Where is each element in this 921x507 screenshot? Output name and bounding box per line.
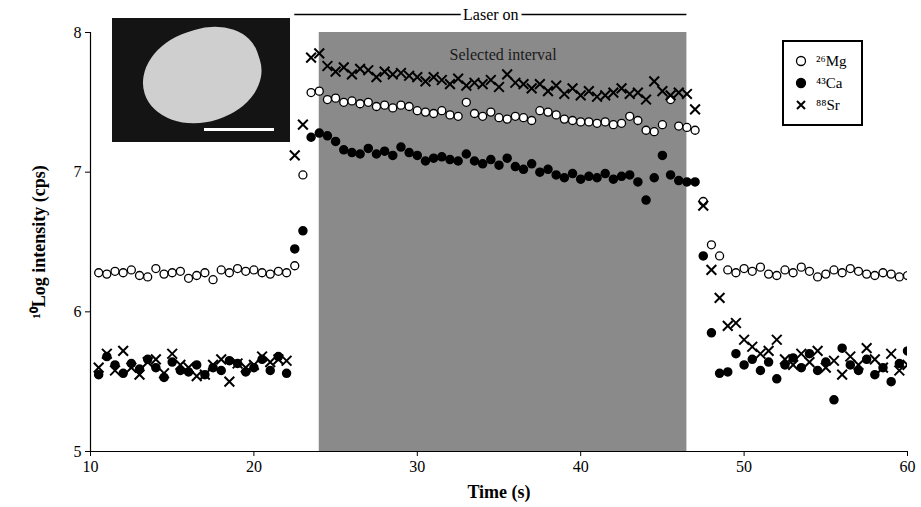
svg-text:60: 60 xyxy=(900,458,916,475)
svg-text:Laser on: Laser on xyxy=(463,6,519,23)
html-text:²⁶Mg: ²⁶Mg xyxy=(816,52,847,69)
svg-text:30: 30 xyxy=(409,458,425,475)
svg-text:10: 10 xyxy=(83,458,99,475)
html-text:⁸⁸Sr: ⁸⁸Sr xyxy=(816,96,840,113)
svg-text:6: 6 xyxy=(74,303,82,320)
svg-text:5: 5 xyxy=(74,443,82,460)
svg-text:40: 40 xyxy=(573,458,589,475)
svg-text:8: 8 xyxy=(74,24,82,41)
svg-text:¹⁰Log intensity (cps): ¹⁰Log intensity (cps) xyxy=(29,165,50,318)
svg-text:50: 50 xyxy=(736,458,752,475)
html-text:⁴³Ca: ⁴³Ca xyxy=(816,74,843,91)
svg-text:7: 7 xyxy=(74,163,82,180)
svg-text:Selected interval: Selected interval xyxy=(450,46,558,63)
svg-text:20: 20 xyxy=(246,458,262,475)
svg-text:Time (s): Time (s) xyxy=(467,482,530,503)
